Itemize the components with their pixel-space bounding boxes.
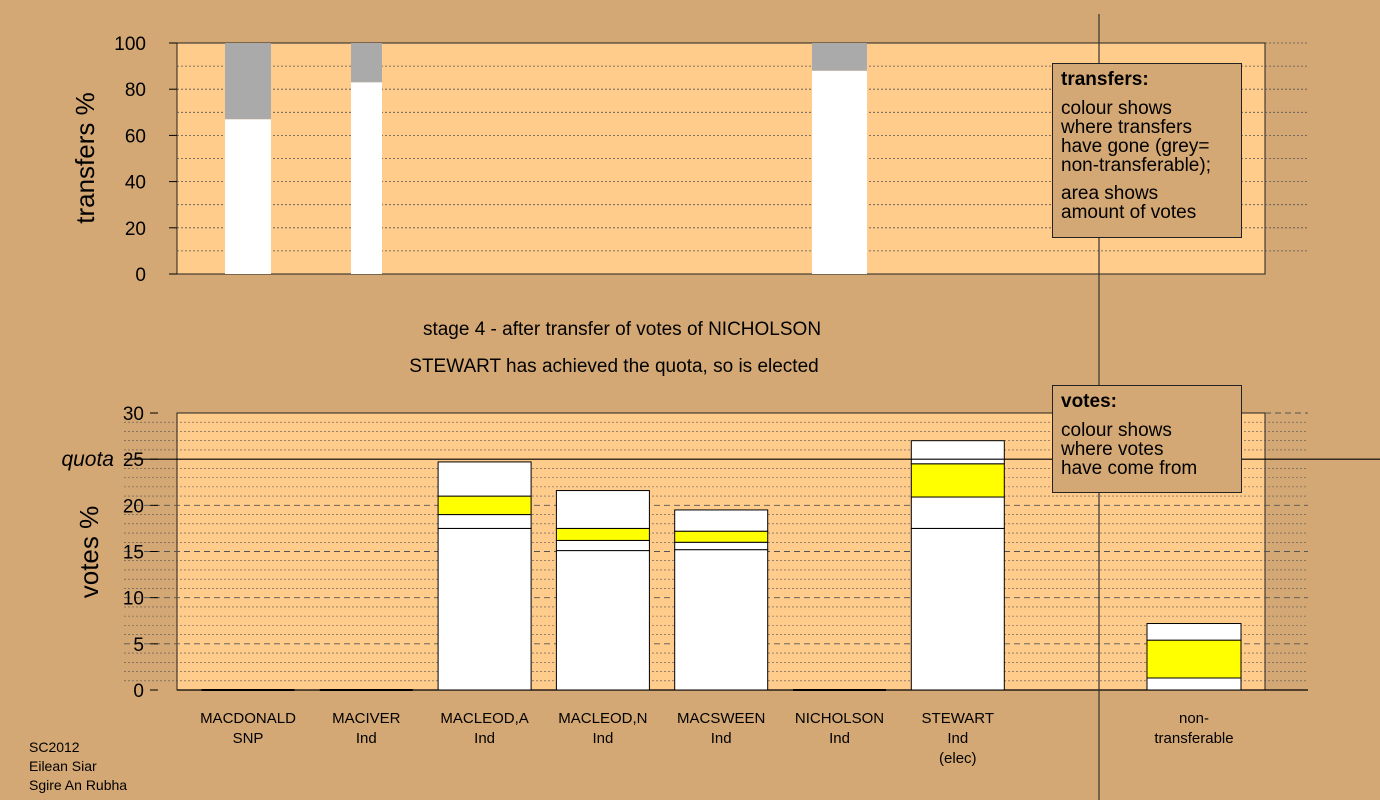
transfer-bar-segment — [351, 82, 382, 275]
candidate-label: transferable — [1154, 730, 1233, 747]
vote-bar-segment — [910, 440, 1005, 465]
candidate-label: Ind — [356, 730, 377, 747]
footer-info: SC2012 Eilean Siar Sgire An Rubha — [29, 738, 127, 795]
vote-bar-segment — [674, 530, 769, 543]
y-tick-label: 40 — [125, 173, 146, 194]
votes-bars — [201, 440, 1242, 691]
transfers-legend: transfers: colour shows where transfers … — [1052, 63, 1242, 238]
votes-legend-line: have come from — [1061, 458, 1198, 479]
candidate-label: MACSWEEN — [677, 710, 765, 727]
stage-line-2: STEWART has achieved the quota, so is el… — [409, 356, 818, 377]
vote-bar-segment — [555, 490, 650, 529]
transfers-bars — [225, 43, 867, 275]
y-tick-label: 25 — [123, 450, 144, 471]
votes-legend-line: colour shows — [1061, 420, 1172, 441]
vote-bar-segment — [555, 550, 650, 691]
candidate-label: MACLEOD,N — [558, 710, 647, 727]
vote-bar-segment — [437, 461, 532, 497]
candidate-label: SNP — [233, 730, 264, 747]
candidate-labels: MACDONALD SNP MACIVER Ind MACLEOD,A Ind MACLEO… — [200, 710, 1234, 767]
y-tick-label: 30 — [123, 404, 144, 425]
candidate-label: Ind — [947, 730, 968, 747]
candidate-label: MACDONALD — [200, 710, 296, 727]
vote-bar-segment — [674, 509, 769, 532]
vote-bar-segment — [910, 527, 1005, 691]
vote-bar-segment — [437, 514, 532, 529]
vote-bar-segment — [437, 495, 532, 516]
candidate-label: MACIVER — [332, 710, 401, 727]
y-tick-label: 5 — [133, 635, 144, 656]
transfer-bar-segment — [812, 70, 867, 274]
quota-label: quota — [61, 448, 114, 471]
candidate-label: non- — [1179, 710, 1209, 727]
transfers-legend-line: where transfers — [1061, 117, 1192, 138]
transfers-legend-line: area shows — [1061, 183, 1159, 204]
vote-bar-segment — [1146, 639, 1242, 679]
stage-line-1: stage 4 - after transfer of votes of NIC… — [423, 319, 821, 340]
votes-legend: votes: colour shows where votes have com… — [1052, 385, 1242, 493]
votes-legend-line: where votes — [1061, 439, 1164, 460]
y-tick-label: 10 — [123, 589, 144, 610]
transfer-bar-segment — [225, 119, 271, 274]
candidate-label: Ind — [711, 730, 732, 747]
candidate-label: Ind — [592, 730, 613, 747]
vote-bar-segment — [1146, 677, 1242, 691]
candidate-label: STEWART — [922, 710, 995, 727]
transfers-legend-title: transfers: — [1061, 69, 1149, 90]
transfers-legend-line: have gone (grey= — [1061, 136, 1210, 157]
footer-election: SC2012 — [29, 739, 80, 755]
y-tick-label: 80 — [125, 80, 146, 101]
vote-bar-segment — [437, 527, 532, 691]
candidate-label: MACLEOD,A — [440, 710, 528, 727]
candidate-label: Ind — [474, 730, 495, 747]
y-tick-label: 0 — [135, 265, 146, 286]
transfers-axis-title: transfers % — [70, 92, 100, 224]
y-tick-label: 60 — [125, 126, 146, 147]
transfers-legend-line: non-transferable); — [1061, 155, 1211, 176]
votes-y-ticks: 0 5 10 15 20 25 30 — [123, 404, 158, 702]
transfer-bar-segment — [225, 43, 271, 120]
footer-council: Eilean Siar — [29, 758, 97, 774]
votes-legend-title: votes: — [1061, 391, 1117, 412]
footer-ward: Sgire An Rubha — [29, 777, 128, 793]
votes-axis-title: votes % — [74, 506, 104, 599]
y-tick-label: 20 — [125, 219, 146, 240]
candidate-label: (elec) — [939, 750, 977, 767]
vote-bar-segment — [674, 549, 769, 691]
y-tick-label: 100 — [114, 34, 146, 55]
transfers-legend-line: amount of votes — [1061, 202, 1197, 223]
transfer-bar-segment — [812, 43, 867, 71]
y-tick-label: 20 — [123, 496, 144, 517]
candidate-label: Ind — [829, 730, 850, 747]
y-tick-label: 0 — [133, 681, 144, 702]
transfers-y-ticks: 0 20 40 60 80 100 — [114, 34, 177, 286]
vote-bar-segment — [1146, 623, 1242, 641]
vote-bar-segment — [910, 496, 1005, 529]
candidate-label: NICHOLSON — [795, 710, 884, 727]
vote-bar-segment — [674, 541, 769, 551]
transfers-legend-line: colour shows — [1061, 98, 1172, 119]
vote-bar-segment — [555, 527, 650, 541]
y-tick-label: 15 — [123, 543, 144, 564]
transfer-bar-segment — [351, 43, 382, 83]
vote-bar-segment — [910, 463, 1005, 498]
vote-bar-segment — [555, 539, 650, 552]
